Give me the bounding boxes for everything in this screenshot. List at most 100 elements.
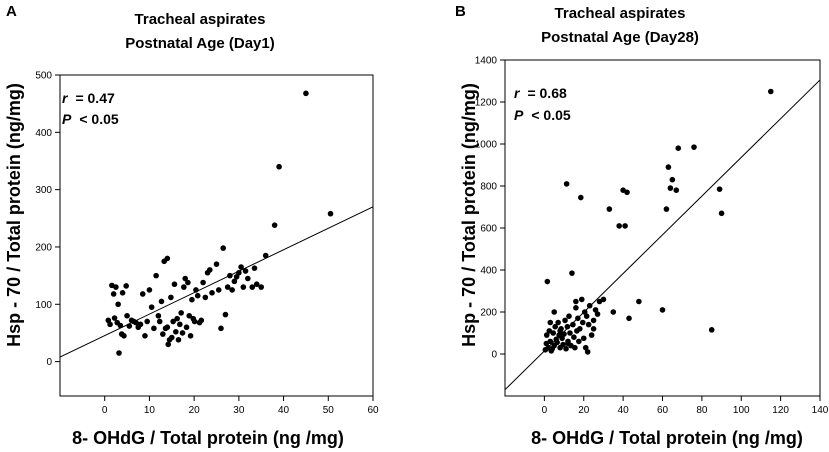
panel-b-data-point: [590, 326, 597, 332]
panel-a-data-point: [258, 284, 265, 290]
panel-b-data-point: [667, 185, 674, 191]
panel-a-data-point: [186, 312, 193, 319]
panel-a-data-point: [253, 281, 260, 288]
panel-b-data-point: [554, 339, 560, 346]
panel-a-data-point: [113, 284, 119, 290]
panel-b-x-tick-label: 80: [696, 405, 708, 416]
panel-a-p-text: < 0.05: [79, 111, 119, 127]
panel-b-y-tick-label: 800: [480, 182, 497, 193]
panel-a-data-point: [116, 350, 122, 356]
panel-a-x-tick-label: 30: [233, 405, 245, 416]
panel-b-data-point: [580, 335, 587, 342]
panel-b-data-point: [557, 328, 563, 334]
panel-a-data-point: [151, 325, 157, 332]
panel-b-data-point: [575, 315, 581, 322]
panel-a-data-point: [236, 269, 242, 276]
panel-a-label: A: [6, 3, 17, 20]
panel-b-data-point: [600, 296, 607, 303]
panel-a-y-tick-label: 400: [35, 128, 52, 139]
panel-a-data-point: [183, 324, 190, 331]
panel-a-data-point: [123, 283, 129, 289]
panel-a-data-point: [327, 210, 334, 217]
panel-a-data-point: [238, 264, 244, 270]
panel-a-r-value: r = 0.47: [62, 90, 115, 106]
panel-b-x-axis-label: 8- OHdG / Total protein (ng /mg): [531, 428, 803, 448]
panel-b-data-point: [573, 305, 579, 311]
panel-b-data-point: [547, 338, 554, 345]
panel-b-x-tick-label: 40: [618, 405, 630, 416]
panel-a-data-point: [174, 315, 180, 322]
panel-a-data-point: [200, 279, 206, 286]
panel-a-data-point: [142, 333, 148, 339]
panel-a-data-point: [160, 331, 166, 337]
panel-a-p-value: P < 0.05: [62, 111, 119, 127]
panel-b-data-point: [566, 313, 572, 320]
panel-a-data-point: [231, 278, 238, 285]
panel-a-data-point: [107, 321, 113, 328]
panel-a-y-tick-label: 100: [35, 300, 52, 311]
panel-a-y-axis-label: Hsp - 70 / Total protein (ng/mg): [4, 83, 24, 347]
panel-a-p-symbol: P: [62, 111, 72, 127]
panel-b-data-point: [675, 145, 682, 151]
panel-b-y-tick-label: 400: [480, 266, 497, 277]
panel-b-p-text: < 0.05: [531, 107, 571, 123]
panel-b-data-point: [626, 315, 632, 322]
panel-a-data-point: [171, 281, 178, 288]
panel-a-data-point: [121, 333, 127, 339]
panel-b-data-point: [583, 313, 590, 320]
panel-a-data-point: [178, 310, 184, 316]
panel-b-y-tick-label: 0: [491, 350, 497, 361]
panel-b-data-point: [564, 323, 571, 330]
panel-a-data-point: [220, 245, 227, 251]
panel-a-data-point: [165, 341, 172, 348]
panel-b-data-point: [550, 330, 557, 336]
panel-a-data-point: [153, 272, 159, 279]
panel-a-data-point: [137, 321, 144, 328]
panel-a-data-point: [181, 284, 187, 290]
panel-a-data-point: [271, 222, 278, 228]
panel-b-x-tick-label: 100: [733, 405, 750, 416]
panel-a-data-point: [124, 312, 130, 319]
panel-a-data-point: [164, 324, 171, 331]
panel-a-data-point: [303, 90, 309, 97]
panel-a-data-point: [158, 298, 165, 305]
panel-b-x-tick-label: 120: [772, 405, 789, 416]
panel-a-data-point: [148, 304, 155, 310]
panel-a-data-point: [164, 255, 171, 262]
panel-b-data-point: [570, 321, 576, 328]
panel-b-data-point: [577, 194, 584, 201]
panel-a-x-tick-label: 20: [189, 405, 201, 416]
panel-b-data-point: [544, 278, 551, 285]
panel-b-p-value: P < 0.05: [514, 107, 571, 123]
panel-b-data-point: [563, 345, 569, 352]
panel-b-data-point: [571, 334, 577, 341]
panel-a-data-point: [117, 322, 124, 329]
panel-b-r-text: = 0.68: [527, 85, 567, 101]
panel-a-data-point: [194, 292, 201, 299]
panel-a-x-tick-label: 40: [278, 405, 290, 416]
panel-a-data-point: [115, 301, 121, 308]
panel-b-data-point: [584, 349, 591, 355]
panel-b-x-tick-label: 60: [657, 405, 669, 416]
panel-a-data-point: [193, 287, 199, 293]
panel-b-label: B: [455, 3, 466, 20]
panel-a-x-axis-label: 8- OHdG / Total protein (ng /mg): [72, 428, 344, 448]
panel-a-data-point: [222, 311, 229, 318]
panel-b-data-point: [624, 189, 630, 196]
panel-a-data-point: [139, 291, 146, 297]
panel-a-x-tick-label: 50: [323, 405, 335, 416]
panel-b-x-tick-label: 0: [542, 405, 548, 416]
panel-b-data-point: [578, 296, 585, 303]
panel-b-y-tick-label: 600: [480, 224, 497, 235]
panel-a-data-point: [156, 318, 163, 325]
panel-a-y-tick-label: 500: [35, 71, 52, 82]
panel-b-data-point: [636, 298, 642, 305]
panel-b-data-point: [718, 210, 725, 217]
panel-a-data-point: [202, 294, 209, 301]
panel-b-data-point: [579, 319, 586, 326]
panel-a-x-tick-label: 0: [102, 405, 108, 416]
panel-a-y-tick-label: 200: [35, 242, 52, 253]
panel-b-data-point: [551, 309, 558, 315]
panel-b-y-tick-label: 1200: [475, 98, 498, 109]
panel-b-x-tick-label: 20: [578, 405, 590, 416]
